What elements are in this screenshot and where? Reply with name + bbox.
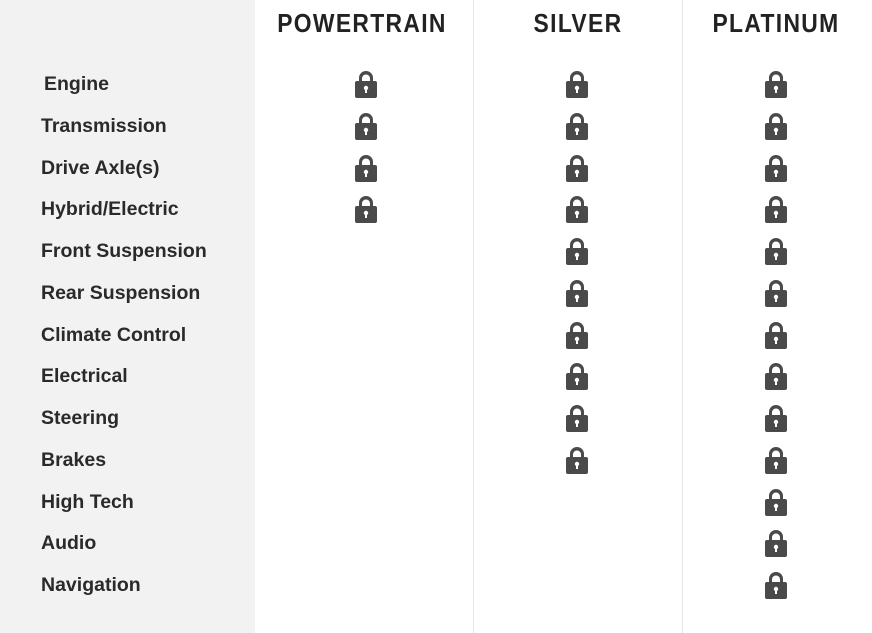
component-label: Drive Axle(s) [41, 156, 160, 179]
lock-icon [764, 69, 788, 99]
plan-header-platinum: PLATINUM [712, 8, 840, 38]
lock-icon [565, 69, 589, 99]
lock-icon [764, 278, 788, 308]
lock-icon [764, 320, 788, 350]
lock-icon [565, 194, 589, 224]
plan-header-powertrain: POWERTRAIN [277, 8, 447, 38]
lock-icon [565, 278, 589, 308]
component-label-panel [0, 0, 255, 633]
lock-icon [764, 153, 788, 183]
component-label: Hybrid/Electric [41, 198, 179, 221]
lock-icon [565, 320, 589, 350]
lock-icon [764, 403, 788, 433]
lock-icon [565, 236, 589, 266]
column-divider [473, 0, 474, 633]
component-label: Rear Suspension [41, 281, 201, 304]
component-label: Audio [41, 532, 97, 555]
plan-header-silver: SILVER [533, 8, 623, 38]
lock-icon [764, 361, 788, 391]
lock-icon [764, 111, 788, 141]
component-label: Engine [44, 73, 110, 95]
lock-icon [565, 111, 589, 141]
component-label: Electrical [41, 365, 128, 388]
lock-icon [764, 236, 788, 266]
lock-icon [764, 570, 788, 600]
lock-icon [764, 528, 788, 558]
component-label: Navigation [41, 574, 141, 596]
component-label: Transmission [41, 114, 167, 137]
component-label: Brakes [41, 448, 107, 471]
column-divider [682, 0, 683, 633]
lock-icon [565, 445, 589, 475]
lock-icon [565, 153, 589, 183]
component-label: Climate Control [41, 323, 187, 346]
lock-icon [764, 445, 788, 475]
lock-icon [354, 69, 378, 99]
lock-icon [565, 361, 589, 391]
lock-icon [354, 153, 378, 183]
component-label: High Tech [41, 490, 134, 513]
component-label: Front Suspension [41, 240, 207, 262]
lock-icon [764, 487, 788, 517]
component-label: Steering [41, 407, 120, 429]
lock-icon [764, 194, 788, 224]
lock-icon [354, 111, 378, 141]
lock-icon [565, 403, 589, 433]
lock-icon [354, 194, 378, 224]
